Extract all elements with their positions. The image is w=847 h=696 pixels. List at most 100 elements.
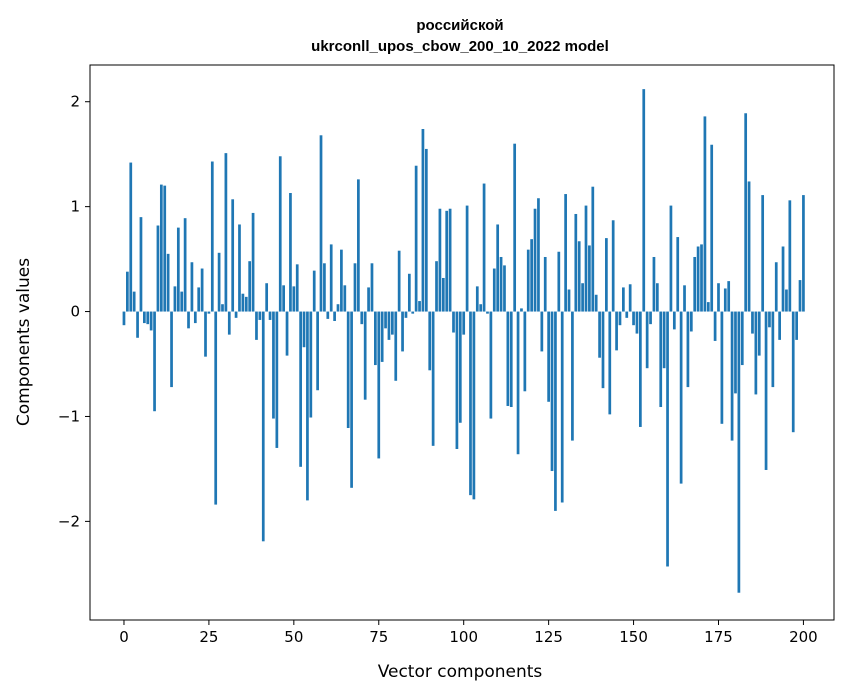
bar — [414, 165, 418, 312]
bar — [574, 213, 578, 312]
bar — [387, 311, 391, 340]
bar — [469, 311, 472, 496]
bar — [227, 311, 231, 335]
bar — [431, 311, 435, 446]
bar — [472, 311, 476, 500]
chart-title-line-1: российской — [416, 17, 503, 34]
bar — [170, 311, 173, 388]
bar — [139, 217, 143, 312]
bar — [492, 268, 496, 312]
bar — [251, 212, 255, 312]
y-ticks: −2 −1 0 1 2 — [58, 93, 90, 530]
bar — [662, 311, 666, 369]
bar — [411, 311, 415, 314]
bar — [156, 225, 160, 312]
bar — [255, 311, 258, 340]
bar — [513, 143, 517, 312]
y-tick-label: −2 — [58, 512, 80, 530]
chart-title-line-2: ukrconll_upos_cbow_200_10_2022 model — [311, 38, 609, 55]
bar — [455, 311, 459, 449]
bar — [734, 311, 737, 394]
bar — [540, 311, 544, 352]
bar — [778, 311, 781, 340]
bar — [441, 277, 445, 312]
bar — [788, 200, 792, 312]
bar — [329, 244, 333, 312]
bar — [577, 241, 581, 312]
bar — [238, 224, 241, 312]
bar — [669, 205, 673, 312]
bar — [136, 311, 139, 338]
bar — [176, 227, 180, 312]
bar — [482, 183, 486, 312]
bar — [391, 311, 394, 335]
bar — [374, 311, 377, 366]
bar — [564, 194, 567, 312]
bar — [791, 311, 795, 433]
bar — [652, 256, 656, 312]
bar — [346, 311, 350, 429]
bar — [146, 311, 150, 325]
bar — [132, 291, 136, 312]
x-tick-label: 100 — [449, 628, 478, 646]
y-axis-label: Components values — [14, 258, 34, 426]
bar — [686, 311, 690, 388]
x-tick-label: 150 — [619, 628, 648, 646]
bar — [458, 311, 462, 423]
bar — [496, 224, 500, 312]
bar — [655, 283, 659, 312]
bar — [645, 311, 649, 369]
y-tick-label: 2 — [70, 93, 80, 111]
bar — [153, 311, 156, 412]
bar — [397, 250, 401, 312]
plot-frame — [89, 64, 835, 621]
bar — [404, 311, 408, 318]
bar — [200, 268, 204, 312]
bar — [282, 285, 285, 312]
bar — [489, 311, 493, 419]
bar — [683, 285, 686, 312]
bar — [452, 311, 455, 333]
bar — [435, 261, 438, 312]
bar — [370, 263, 374, 312]
bar — [363, 311, 367, 400]
bar — [462, 311, 466, 335]
bar — [543, 256, 547, 312]
bar — [210, 161, 214, 312]
bar — [217, 252, 221, 312]
bar — [187, 311, 190, 329]
bar — [713, 311, 717, 341]
bar — [611, 220, 615, 312]
bar — [550, 311, 554, 472]
bar — [520, 308, 523, 312]
x-tick-label: 75 — [369, 628, 388, 646]
bar — [764, 311, 768, 470]
x-tick-label: 50 — [284, 628, 303, 646]
bar — [258, 311, 262, 320]
bar — [554, 311, 557, 511]
bar — [659, 311, 663, 408]
bar — [594, 294, 598, 312]
y-tick-label: 0 — [70, 303, 80, 321]
bar — [727, 281, 731, 312]
bar — [367, 287, 370, 312]
bar — [771, 311, 775, 388]
bar — [323, 263, 326, 312]
bar — [193, 311, 197, 324]
x-axis-label: Vector components — [378, 662, 543, 682]
bar — [486, 311, 489, 314]
bar — [672, 311, 676, 330]
bar — [693, 256, 697, 312]
bar — [598, 311, 601, 358]
bar — [166, 253, 170, 312]
bar — [221, 304, 224, 312]
bar — [421, 129, 425, 312]
bar — [350, 311, 353, 488]
bar — [706, 302, 710, 312]
bar — [710, 144, 714, 312]
bar — [424, 148, 428, 312]
bar — [608, 311, 612, 415]
bar — [530, 239, 533, 312]
bar — [173, 286, 177, 312]
bar — [353, 263, 357, 312]
